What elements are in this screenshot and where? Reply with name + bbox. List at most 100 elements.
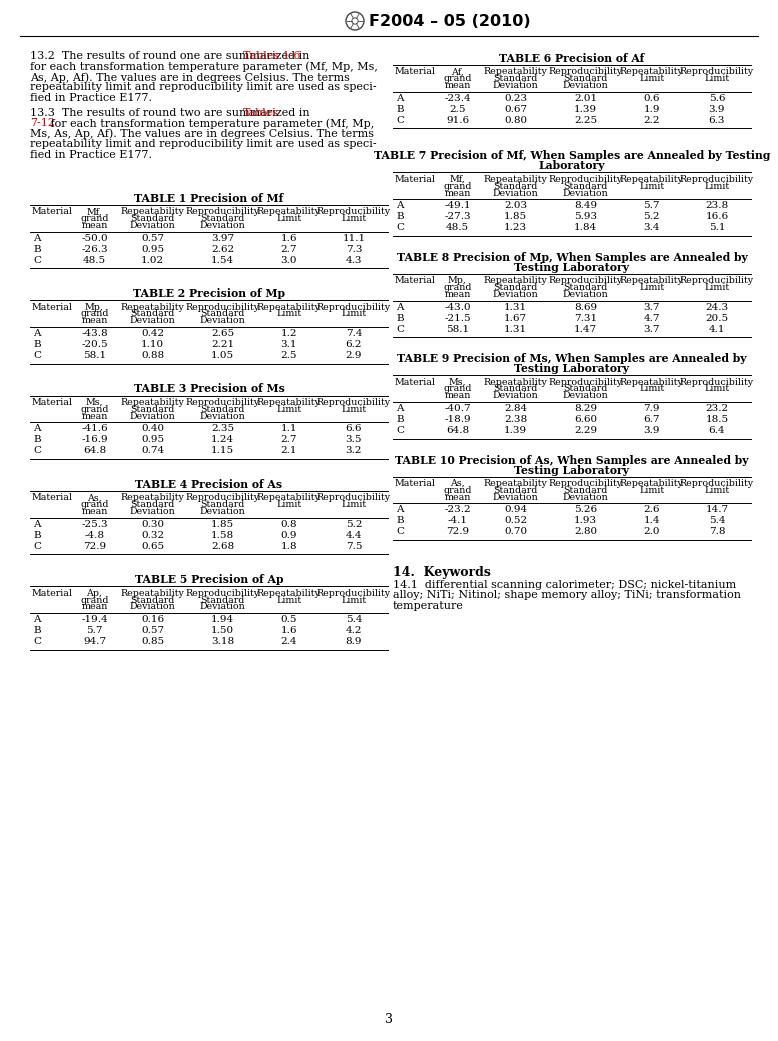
Text: Deviation: Deviation (492, 188, 538, 198)
Text: 14.  Keywords: 14. Keywords (393, 566, 491, 579)
Text: Limit: Limit (639, 74, 664, 83)
Text: A: A (396, 94, 404, 103)
Text: 1.54: 1.54 (211, 256, 234, 264)
Text: 0.65: 0.65 (141, 541, 164, 551)
Text: Material: Material (395, 479, 436, 488)
Text: 1.15: 1.15 (211, 447, 234, 455)
Text: -18.9: -18.9 (444, 415, 471, 424)
Text: Standard: Standard (200, 405, 244, 414)
Text: Standard: Standard (493, 384, 538, 393)
Text: 72.9: 72.9 (446, 528, 469, 536)
Text: Material: Material (395, 276, 436, 285)
Text: 5.4: 5.4 (709, 516, 725, 526)
Text: -25.3: -25.3 (81, 519, 107, 529)
Text: 0.70: 0.70 (504, 528, 527, 536)
Text: grand: grand (80, 595, 109, 605)
Text: 0.57: 0.57 (141, 233, 164, 243)
Text: 2.25: 2.25 (574, 116, 597, 125)
Text: 1.23: 1.23 (504, 224, 527, 232)
Text: mean: mean (81, 603, 107, 611)
Text: Tables 1-6: Tables 1-6 (244, 51, 300, 61)
Text: Limit: Limit (704, 283, 730, 293)
Text: Deviation: Deviation (492, 289, 538, 299)
Text: B: B (33, 340, 40, 349)
Text: 5.93: 5.93 (574, 212, 597, 222)
Text: Mf,: Mf, (450, 175, 465, 184)
Text: 2.29: 2.29 (574, 426, 597, 435)
Text: 0.8: 0.8 (280, 519, 297, 529)
Text: 5.26: 5.26 (574, 506, 597, 514)
Text: B: B (33, 435, 40, 445)
Text: 2.5: 2.5 (280, 351, 297, 360)
Text: TABLE 3 Precision of Ms: TABLE 3 Precision of Ms (134, 383, 285, 395)
Text: Limit: Limit (639, 486, 664, 494)
Text: 0.94: 0.94 (504, 506, 527, 514)
Text: Deviation: Deviation (199, 221, 245, 230)
Text: 1.1: 1.1 (280, 425, 297, 433)
Text: 2.84: 2.84 (504, 404, 527, 413)
Text: 0.80: 0.80 (504, 116, 527, 125)
Text: TABLE 8 Precision of Mp, When Samples are Annealed by: TABLE 8 Precision of Mp, When Samples ar… (397, 252, 748, 262)
Text: Standard: Standard (493, 283, 538, 293)
Text: Standard: Standard (200, 595, 244, 605)
Text: 2.68: 2.68 (211, 541, 234, 551)
Text: B: B (33, 627, 40, 635)
Text: Repeatability: Repeatability (620, 68, 684, 76)
Text: Standard: Standard (563, 384, 608, 393)
Text: Limit: Limit (639, 283, 664, 293)
Text: Reproducibility: Reproducibility (680, 378, 754, 386)
Text: 3.9: 3.9 (709, 105, 725, 113)
Text: As, Ap, Af). The values are in degrees Celsius. The terms: As, Ap, Af). The values are in degrees C… (30, 72, 350, 82)
Text: B: B (396, 212, 404, 222)
Text: 1.39: 1.39 (574, 105, 597, 113)
Text: Testing Laboratory: Testing Laboratory (514, 261, 629, 273)
Text: TABLE 2 Precision of Mp: TABLE 2 Precision of Mp (133, 288, 285, 299)
Text: 2.35: 2.35 (211, 425, 234, 433)
Text: -21.5: -21.5 (444, 313, 471, 323)
Text: Repeatability: Repeatability (257, 398, 321, 407)
Text: Deviation: Deviation (562, 391, 608, 401)
Text: 18.5: 18.5 (706, 415, 728, 424)
Text: 1.93: 1.93 (574, 516, 597, 526)
Text: 2.1: 2.1 (280, 447, 297, 455)
Text: Ms,: Ms, (449, 378, 466, 386)
Text: for each transformation temperature parameter (Mf, Mp, Ms,: for each transformation temperature para… (30, 61, 378, 72)
Text: 1.47: 1.47 (574, 325, 597, 334)
Text: mean: mean (81, 411, 107, 421)
Text: 24.3: 24.3 (706, 303, 728, 311)
Text: 1.02: 1.02 (141, 256, 164, 264)
Text: Limit: Limit (276, 500, 301, 509)
Text: B: B (396, 516, 404, 526)
Text: 4.7: 4.7 (643, 313, 660, 323)
Text: Limit: Limit (342, 595, 366, 605)
Text: Standard: Standard (493, 182, 538, 191)
Text: Material: Material (395, 68, 436, 76)
Text: Limit: Limit (276, 214, 301, 223)
Text: Deviation: Deviation (492, 492, 538, 502)
Text: Deviation: Deviation (492, 81, 538, 91)
Text: C: C (396, 528, 404, 536)
Text: 4.3: 4.3 (345, 256, 363, 264)
Text: Reproducibility: Reproducibility (185, 207, 260, 217)
Text: 2.5: 2.5 (449, 105, 466, 113)
Text: Laboratory: Laboratory (538, 160, 605, 172)
Text: 1.39: 1.39 (504, 426, 527, 435)
Text: 3.9: 3.9 (643, 426, 660, 435)
Text: mean: mean (444, 81, 471, 91)
Text: 2.0: 2.0 (643, 528, 660, 536)
Text: 2.9: 2.9 (345, 351, 363, 360)
Text: A: A (33, 233, 40, 243)
Text: -16.9: -16.9 (81, 435, 107, 445)
Text: -43.0: -43.0 (444, 303, 471, 311)
Text: C: C (396, 116, 404, 125)
Text: 3.4: 3.4 (643, 224, 660, 232)
Text: Standard: Standard (131, 405, 175, 414)
Text: mean: mean (444, 492, 471, 502)
Text: Repeatability: Repeatability (257, 493, 321, 503)
Text: Tables: Tables (244, 107, 279, 118)
Text: 7.31: 7.31 (574, 313, 597, 323)
Text: 91.6: 91.6 (446, 116, 469, 125)
Text: Reproducibility: Reproducibility (548, 479, 622, 488)
Text: 7.3: 7.3 (345, 245, 363, 254)
Text: Reproducibility: Reproducibility (680, 479, 754, 488)
